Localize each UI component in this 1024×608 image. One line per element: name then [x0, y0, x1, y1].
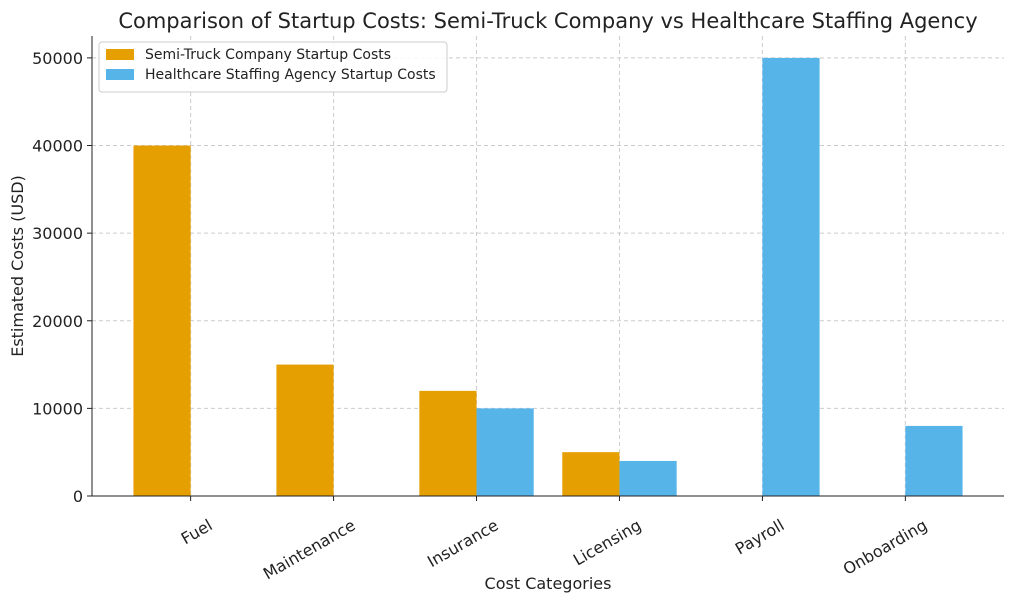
legend-swatch	[106, 69, 134, 80]
legend-label: Semi-Truck Company Startup Costs	[145, 47, 391, 63]
x-tick-label: Insurance	[424, 515, 501, 571]
x-tick-label: Payroll	[732, 515, 787, 558]
y-ticks: 0 10000 20000 30000 40000 50000	[32, 49, 92, 506]
x-tick-label: Fuel	[178, 515, 216, 548]
y-tick-label: 40000	[32, 137, 83, 156]
x-tick-label: Licensing	[570, 515, 645, 569]
y-tick-label: 10000	[32, 399, 83, 418]
chart-title: Comparison of Startup Costs: Semi-Truck …	[118, 9, 977, 33]
grid-lines	[92, 36, 1004, 497]
x-ticks: Fuel Maintenance Insurance Licensing Payroll…	[178, 496, 931, 583]
bar-semi-truck-insurance	[419, 390, 477, 496]
legend-label: Healthcare Staffing Agency Startup Costs	[145, 67, 436, 83]
bar-healthcare-licensing	[619, 460, 677, 496]
x-tick-label: Maintenance	[260, 515, 359, 583]
y-tick-label: 20000	[32, 312, 83, 331]
bar-healthcare-onboarding	[905, 425, 963, 496]
y-axis-label: Estimated Costs (USD)	[8, 175, 27, 357]
bar-healthcare-insurance	[476, 408, 534, 496]
bars	[133, 57, 963, 497]
bar-healthcare-payroll	[762, 57, 820, 497]
y-tick-label: 0	[73, 487, 83, 506]
legend-swatch	[106, 49, 134, 60]
y-tick-label: 50000	[32, 49, 83, 68]
x-axis-label: Cost Categories	[485, 574, 612, 593]
x-tick-label: Onboarding	[840, 515, 931, 578]
y-tick-label: 30000	[32, 224, 83, 243]
legend: Semi-Truck Company Startup Costs Healthca…	[98, 41, 448, 93]
bar-semi-truck-fuel	[133, 145, 191, 496]
legend-box	[98, 41, 448, 93]
bar-semi-truck-maintenance	[276, 364, 334, 496]
bar-semi-truck-licensing	[562, 452, 620, 496]
